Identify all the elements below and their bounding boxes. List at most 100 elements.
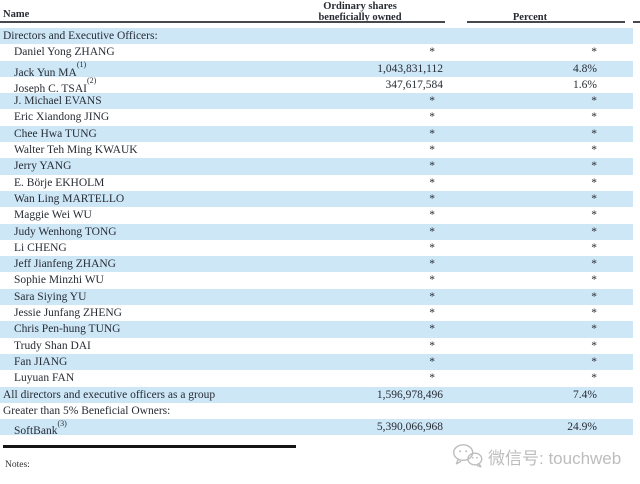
table-row: Trudy Shan DAI * *: [0, 338, 633, 354]
footnote-divider-line: [3, 445, 296, 448]
table-row: Daniel Yong ZHANG * *: [0, 44, 633, 60]
row-tail-spacer: [597, 289, 633, 305]
row-name: Jack Yun MA(1): [14, 60, 87, 77]
watermark-text: 微信号: touchweb: [488, 448, 622, 468]
row-shares-value: 347,617,584: [385, 78, 444, 91]
row-shares-value: *: [429, 274, 435, 287]
table-row: Greater than 5% Beneficial Owners:: [0, 403, 633, 419]
row-tail-spacer: [597, 321, 633, 337]
footnote-marker: (3): [57, 419, 67, 428]
row-tail-spacer: [597, 272, 633, 288]
row-name: Daniel Yong ZHANG: [14, 46, 115, 59]
column-header-percent: Percent: [512, 12, 548, 23]
row-shares-value: *: [429, 290, 435, 303]
row-percent-value: [443, 403, 597, 419]
notes-label: Notes:: [5, 460, 30, 470]
row-name: Chris Pen-hung TUNG: [14, 323, 121, 336]
row-shares-value: *: [429, 192, 435, 205]
row-tail-spacer: [597, 175, 633, 191]
row-name: E. Börje EKHOLM: [14, 176, 105, 189]
row-shares-value: *: [429, 355, 435, 368]
row-percent-value: *: [591, 290, 597, 303]
table-row: All directors and executive officers as …: [0, 386, 633, 403]
row-tail-spacer: [597, 354, 633, 370]
table-row: Walter Teh Ming KWAUK * *: [0, 142, 633, 158]
row-name: Trudy Shan DAI: [14, 339, 91, 352]
row-name: Eric Xiandong JING: [14, 111, 110, 124]
row-name: Chee Hwa TUNG: [14, 127, 97, 140]
column-header-shares-line1: Ordinary shares: [323, 1, 397, 12]
row-percent-value: *: [591, 258, 597, 271]
row-percent-value: *: [591, 111, 597, 124]
table-row: Chris Pen-hung TUNG * *: [0, 321, 633, 338]
row-shares-value: *: [429, 225, 435, 238]
table-row: Jerry YANG * *: [0, 158, 633, 175]
header-rule-right-fragment: [633, 21, 640, 23]
row-shares-value: *: [429, 111, 435, 124]
table-row: E. Börje EKHOLM * *: [0, 175, 633, 191]
row-percent-value: 24.9%: [567, 421, 597, 434]
row-tail-spacer: [597, 126, 633, 142]
table-row: Eric Xiandong JING * *: [0, 109, 633, 125]
table-row: SoftBank(3) 5,390,066,968 24.9%: [0, 419, 633, 436]
row-percent-value: *: [591, 160, 597, 173]
row-name: Fan JIANG: [14, 355, 68, 368]
row-percent-value: *: [591, 372, 597, 385]
row-name: Jerry YANG: [14, 160, 72, 173]
row-tail-spacer: [597, 419, 633, 435]
row-tail-spacer: [597, 93, 633, 109]
row-percent-value: *: [591, 176, 597, 189]
row-name: Wan Ling MARTELLO: [14, 192, 125, 205]
row-percent-value: [443, 28, 597, 44]
row-percent-value: *: [591, 144, 597, 157]
row-percent-value: 1.6%: [573, 78, 597, 91]
row-tail-spacer: [597, 224, 633, 240]
row-name: Li CHENG: [14, 241, 67, 254]
row-percent-value: *: [591, 307, 597, 320]
row-tail-spacer: [597, 109, 633, 125]
row-name: Directors and Executive Officers:: [3, 30, 158, 42]
row-shares-value: *: [429, 127, 435, 140]
row-shares-value: *: [429, 95, 435, 108]
row-tail-spacer: [597, 207, 633, 223]
table-row: Judy Wenhong TONG * *: [0, 223, 633, 240]
row-name: Jessie Junfang ZHENG: [14, 307, 122, 320]
header-rule-percent: [467, 21, 625, 23]
table-row: Chee Hwa TUNG * *: [0, 125, 633, 143]
row-shares-value: [293, 28, 443, 44]
row-name: All directors and executive officers as …: [3, 388, 216, 401]
row-percent-value: 4.8%: [573, 62, 597, 75]
row-name: Maggie Wei WU: [14, 209, 92, 222]
row-percent-value: *: [591, 323, 597, 336]
table-row: Fan JIANG * *: [0, 353, 633, 371]
row-percent-value: *: [591, 192, 597, 205]
row-percent-value: *: [591, 339, 597, 352]
row-name: SoftBank(3): [14, 419, 67, 436]
row-name: Joseph C. TSAI(2): [14, 76, 97, 94]
row-name: Sara Siying YU: [14, 290, 87, 303]
row-percent-value: *: [591, 95, 597, 108]
row-percent-value: *: [591, 225, 597, 238]
row-name: Luyuan FAN: [14, 372, 75, 385]
row-tail-spacer: [597, 61, 633, 77]
row-percent-value: *: [591, 274, 597, 287]
row-shares-value: *: [429, 176, 435, 189]
row-shares-value: *: [429, 323, 435, 336]
row-percent-value: *: [591, 241, 597, 254]
row-tail-spacer: [597, 338, 633, 354]
row-tail-spacer: [597, 403, 633, 419]
table-row: Li CHENG * *: [0, 240, 633, 256]
row-name: J. Michael EVANS: [14, 95, 102, 108]
table-row: Sophie Minzhi WU * *: [0, 272, 633, 288]
table-row: Luyuan FAN * *: [0, 370, 633, 386]
table-row: J. Michael EVANS * *: [0, 93, 633, 110]
table-row: Wan Ling MARTELLO * *: [0, 190, 633, 208]
row-shares-value: 1,596,978,496: [376, 388, 443, 401]
row-name: Sophie Minzhi WU: [14, 274, 104, 287]
row-percent-value: *: [591, 209, 597, 222]
table-body: Directors and Executive Officers: Daniel …: [0, 28, 633, 436]
table-row: Directors and Executive Officers:: [0, 28, 633, 45]
row-tail-spacer: [597, 44, 633, 60]
row-percent-value: 7.4%: [573, 388, 597, 401]
